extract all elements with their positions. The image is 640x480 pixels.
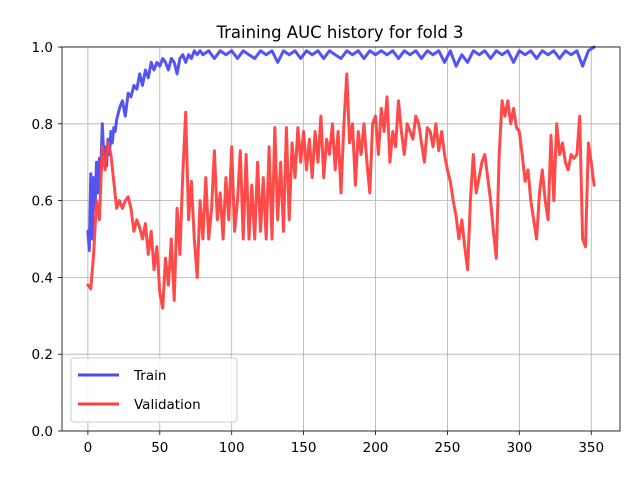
legend: Train Validation [70,357,238,423]
x-tick-label: 100 [219,440,245,456]
x-tick-label: 0 [84,440,93,456]
series-line-validation [86,72,596,310]
y-tick-label: 0.2 [32,347,53,363]
y-tick-label: 0.0 [32,424,53,440]
axis-ticks: 0 50 100 150 200 250 300 350 0.0 0.2 0.4 0.6 0.8 1.0 [32,40,605,456]
axes-frame [61,46,621,432]
y-tick-label: 0.6 [32,194,53,210]
series-line-train [86,45,596,252]
y-tick-label: 0.4 [32,270,53,286]
x-tick-label: 200 [363,440,389,456]
y-tick-label: 0.8 [32,117,53,133]
y-tick-label: 1.0 [32,40,53,56]
chart-title: Training AUC history for fold 3 [215,23,463,42]
x-tick-label: 300 [506,440,532,456]
x-tick-label: 150 [291,440,317,456]
legend-label: Validation [134,397,201,413]
x-tick-label: 350 [578,440,604,456]
series-lines [86,45,596,310]
x-tick-label: 250 [435,440,461,456]
x-tick-label: 50 [151,440,168,456]
legend-label: Train [133,368,166,384]
